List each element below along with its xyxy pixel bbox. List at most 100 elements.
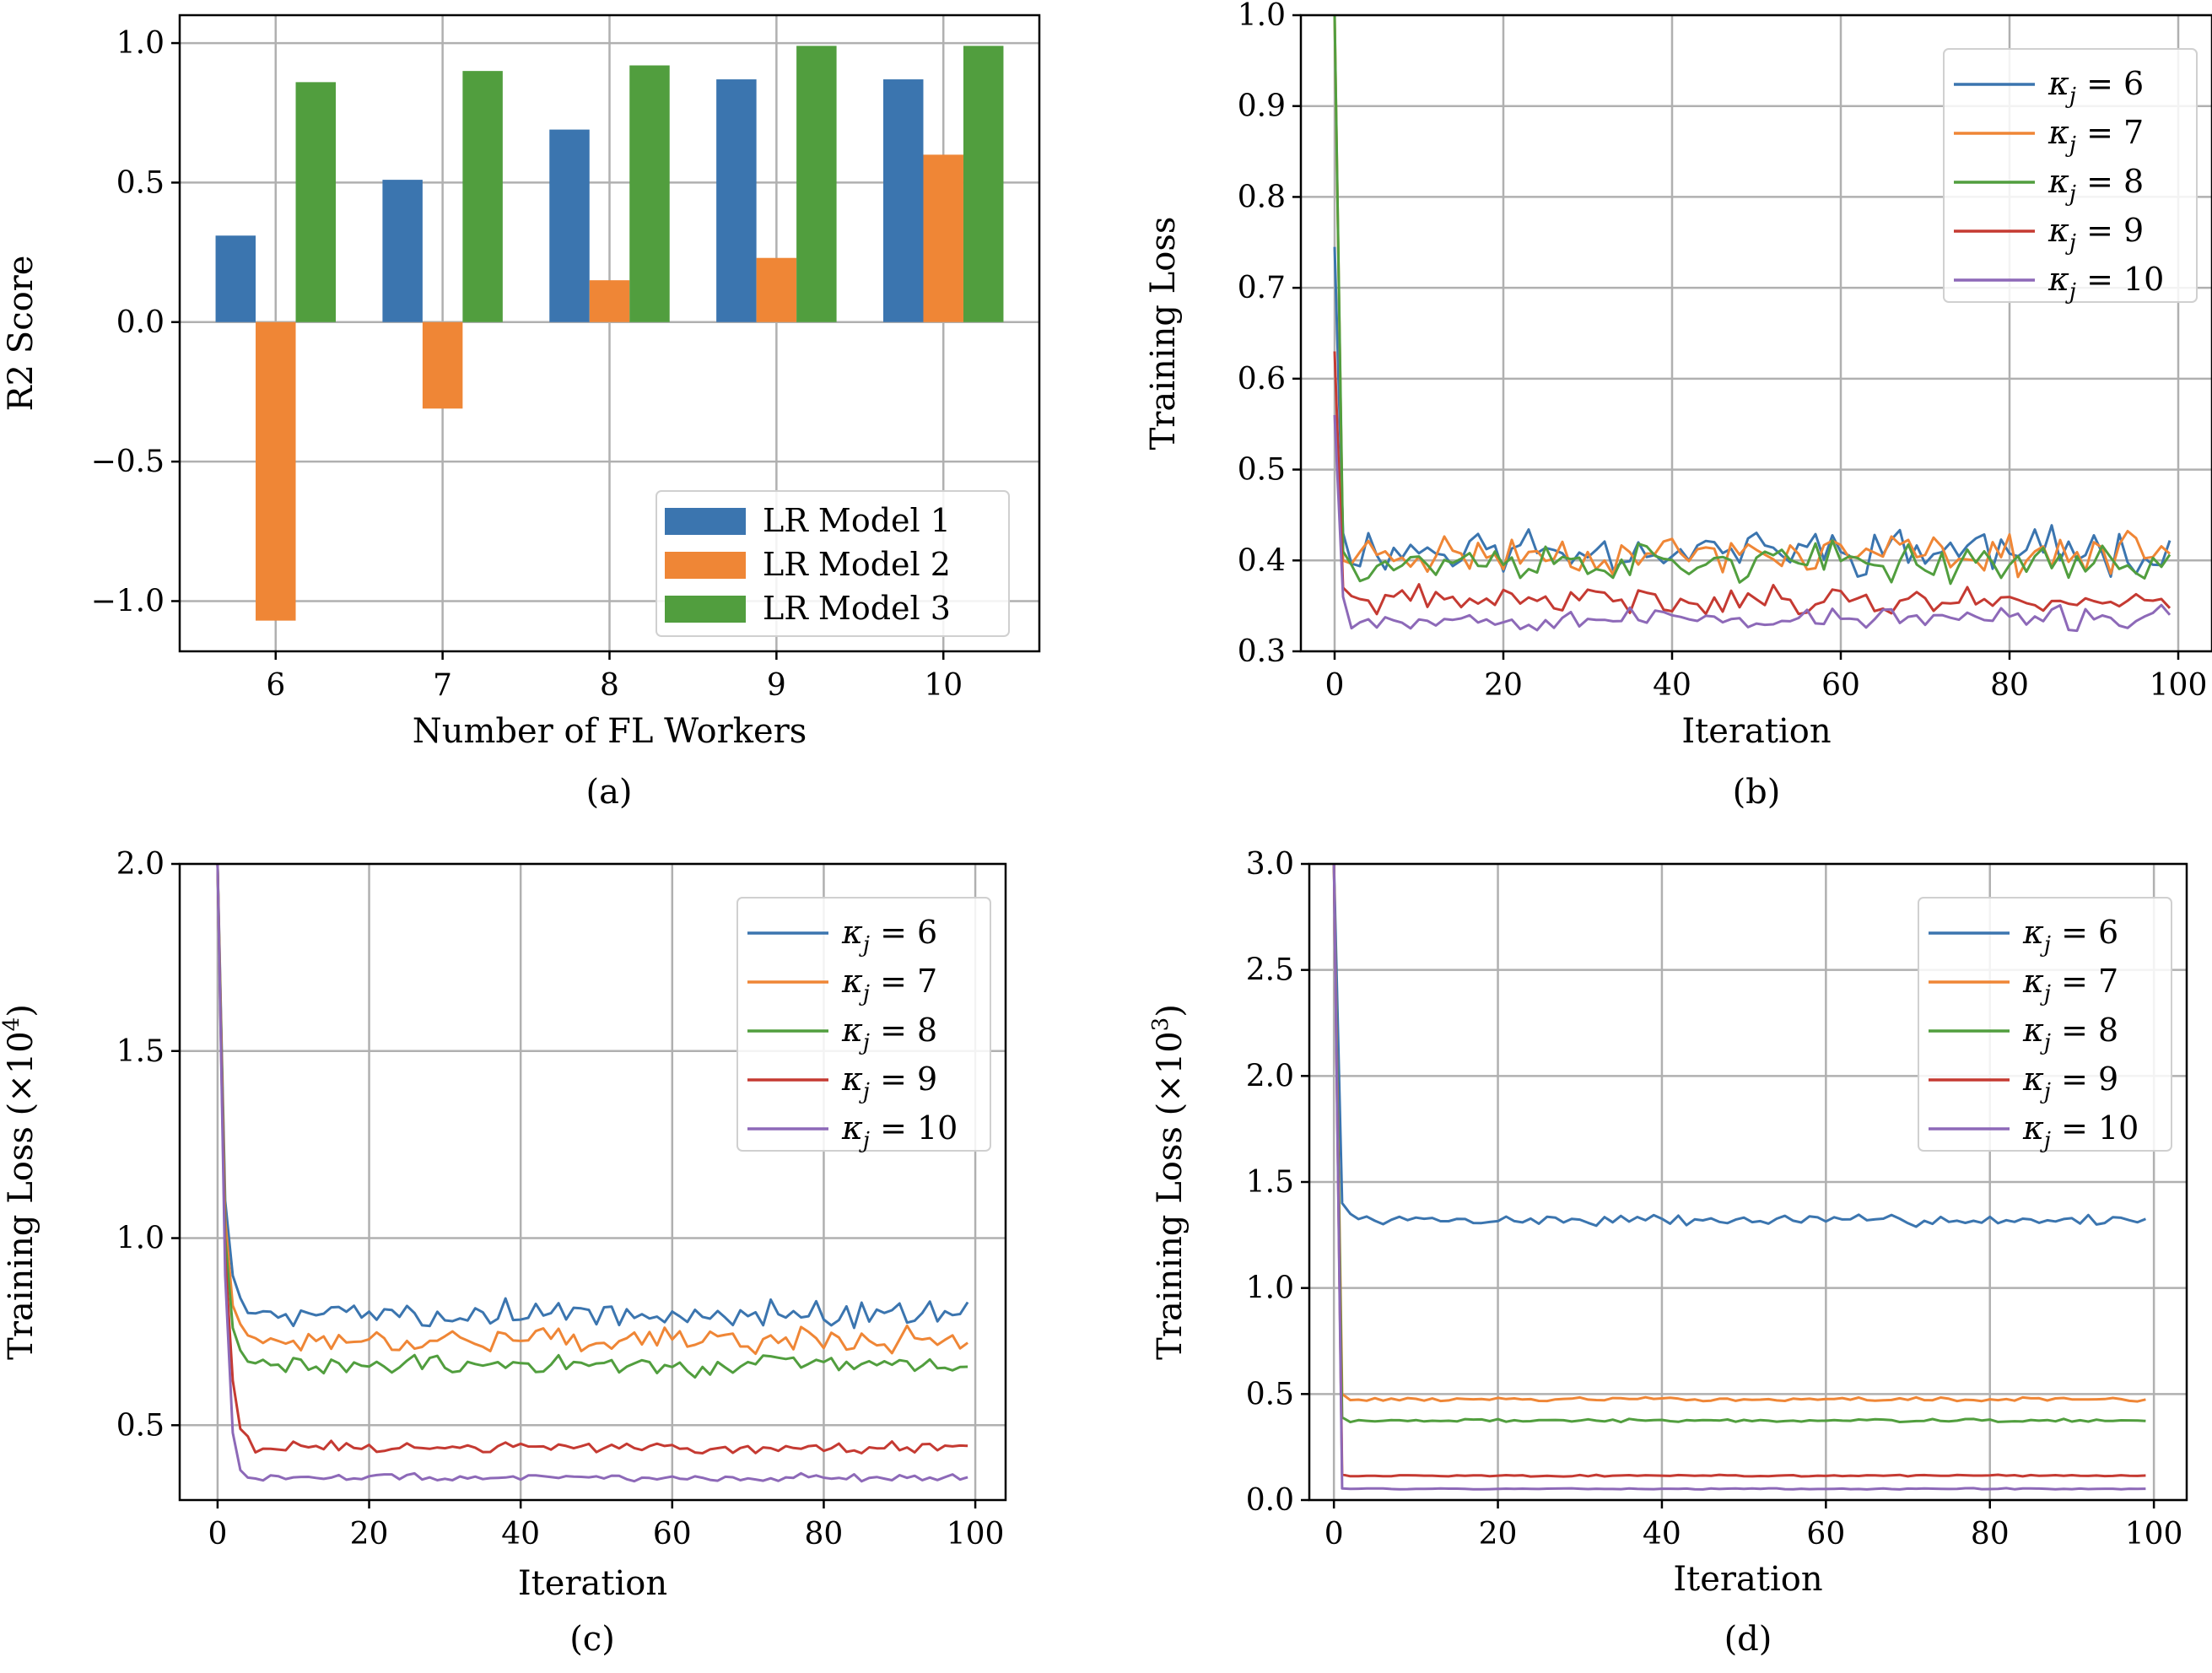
chart-panel-b: 0 20 40 60 80 100 0.3 0.4 0.5 0.6 0.7 0.8 0.9 1.0 Iter…	[1144, 0, 2212, 812]
series-line-kappa-6	[216, 864, 969, 1330]
legend-label: κj = 8	[841, 1012, 937, 1055]
y-tick-label: 1.0	[1246, 1271, 1294, 1306]
bar-lr-model-1-7	[382, 180, 423, 322]
legend-value: = 8	[870, 1012, 937, 1049]
y-tick-label: 2.0	[116, 847, 165, 882]
bar-lr-model-3-9	[796, 46, 837, 322]
x-tick-label: 100	[2150, 668, 2208, 703]
legend-value: = 10	[2051, 1109, 2139, 1147]
legend-value: = 7	[2051, 963, 2118, 1000]
x-tick-label: 40	[1643, 1517, 1681, 1552]
y-tick-label: 0.9	[1238, 89, 1286, 124]
bar-lr-model-1-8	[549, 129, 590, 322]
legend-symbol: κ	[2022, 1012, 2044, 1049]
y-axis-label-text: Training Loss	[1144, 217, 1183, 451]
legend-symbol: κ	[841, 1012, 863, 1049]
panel-caption: (c)	[569, 1620, 615, 1659]
legend: LR Model 1 LR Model 2 LR Model 3	[656, 490, 1010, 637]
bar-lr-model-2-9	[756, 257, 797, 322]
legend-symbol: κ	[841, 1109, 863, 1147]
series-line-kappa-6	[1333, 246, 2172, 578]
series-line-kappa-9	[1332, 864, 2146, 1478]
legend-label: κj = 7	[2022, 963, 2118, 1006]
x-axis-label: Iteration	[518, 1564, 667, 1603]
x-tick-label: 0	[1325, 668, 1345, 703]
legend-swatch	[665, 596, 746, 623]
y-tick-label: −1.0	[91, 584, 165, 618]
y-tick-label: 0.5	[1238, 453, 1286, 488]
legend-label: κj = 7	[2047, 114, 2144, 158]
y-tick-label: 0.0	[1246, 1483, 1294, 1518]
bar-lr-model-3-7	[462, 71, 503, 322]
series-line-kappa-8	[216, 864, 968, 1379]
panel-caption: (a)	[585, 773, 632, 812]
y-tick-label: 0.5	[116, 165, 165, 200]
y-tick-label: 0.3	[1238, 634, 1286, 669]
x-tick-label: 8	[600, 668, 619, 703]
x-tick-label: 40	[1653, 668, 1691, 703]
y-tick-label: 2.0	[1246, 1059, 1294, 1093]
legend-symbol: κ	[2047, 261, 2069, 298]
legend-symbol: κ	[2022, 1060, 2044, 1098]
panel-caption: (d)	[1724, 1620, 1772, 1659]
legend-label: κj = 8	[2022, 1012, 2118, 1055]
bar-lr-model-3-6	[295, 82, 337, 322]
x-axis-label: Number of FL Workers	[413, 712, 807, 751]
legend-label: κj = 6	[2047, 65, 2144, 109]
y-tick-label: 1.5	[116, 1034, 165, 1069]
legend-symbol: κ	[841, 1060, 863, 1098]
legend: κj = 6 κj = 7 κj = 8 κj = 9 κj = 10	[1943, 48, 2198, 305]
y-tick-label: 1.0	[1238, 0, 1286, 33]
x-tick-label: 10	[924, 668, 963, 703]
y-axis-label: Training Loss	[1144, 217, 1183, 451]
y-axis-label-suffix: )	[2, 1004, 40, 1017]
y-axis-label-text: Training Loss (×10	[2, 1031, 40, 1360]
x-tick-label: 60	[1806, 1517, 1845, 1552]
legend-value: = 8	[2076, 163, 2144, 200]
bar-lr-model-2-8	[589, 280, 630, 322]
legend-label: κj = 6	[2022, 914, 2118, 958]
series-lines	[216, 864, 969, 1483]
x-tick-label: 6	[266, 668, 285, 703]
legend-value: = 6	[870, 914, 937, 951]
legend-symbol: κ	[2022, 914, 2044, 951]
y-tick-label: 0.4	[1238, 543, 1286, 578]
bar-lr-model-2-7	[422, 321, 463, 409]
bar-lr-model-1-10	[882, 79, 924, 322]
series-line-kappa-8	[1333, 15, 2172, 586]
y-tick-label: 0.0	[116, 305, 165, 340]
bar-lr-model-2-10	[923, 154, 963, 322]
y-tick-label: 1.5	[1246, 1165, 1294, 1200]
legend-box	[1943, 48, 2198, 303]
x-tick-label: 80	[805, 1517, 844, 1552]
series-line-kappa-8	[1332, 864, 2146, 1424]
y-tick-label: 0.7	[1238, 271, 1286, 305]
y-tick-label: −0.5	[91, 445, 165, 479]
legend-label: LR Model 3	[763, 590, 951, 627]
legend-label: κj = 10	[2047, 261, 2164, 305]
y-axis-label-suffix: )	[1151, 1004, 1190, 1017]
panel-caption: (b)	[1733, 773, 1781, 812]
legend-value: = 7	[2076, 114, 2144, 151]
legend-symbol: κ	[841, 914, 863, 951]
x-tick-label: 100	[2125, 1517, 2183, 1552]
x-tick-label: 20	[1484, 668, 1523, 703]
x-tick-label: 0	[208, 1517, 227, 1552]
chart-panel-c: 0 20 40 60 80 100 0.5 1.0 1.5 2.0 Iteration Trainin…	[0, 847, 1007, 1659]
legend-label: κj = 6	[841, 914, 937, 958]
legend-value: = 6	[2076, 65, 2144, 102]
series-line-kappa-7	[216, 864, 968, 1356]
x-tick-label: 7	[433, 668, 452, 703]
legend-symbol: κ	[2047, 65, 2069, 102]
plot-frame	[1299, 13, 2212, 653]
legend-value: = 7	[870, 963, 937, 1000]
y-tick-label: 0.5	[116, 1408, 165, 1443]
series-line-kappa-9	[216, 864, 968, 1454]
series-line-kappa-7	[1332, 864, 2146, 1403]
x-axis-label: Iteration	[1673, 1560, 1822, 1599]
legend-symbol: κ	[841, 963, 863, 1000]
series-line-kappa-10	[1332, 864, 2146, 1491]
legend-label: κj = 8	[2047, 163, 2144, 207]
x-tick-label: 60	[653, 1517, 692, 1552]
x-tick-label: 20	[350, 1517, 389, 1552]
